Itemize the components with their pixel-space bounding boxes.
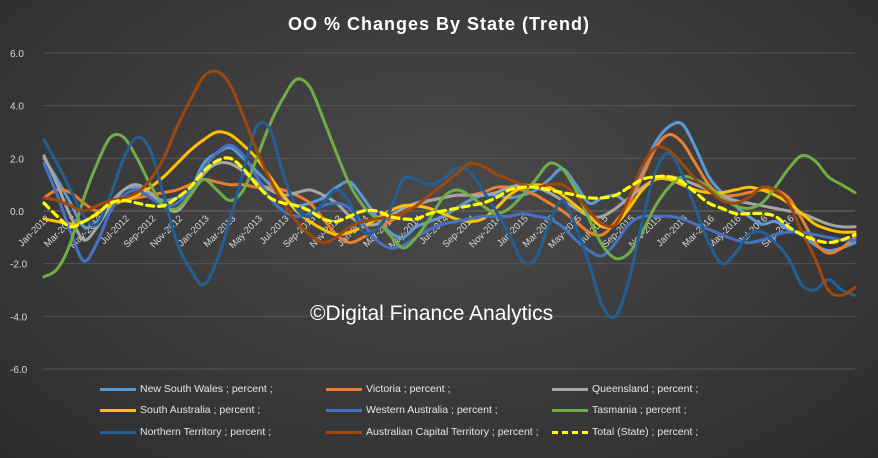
legend-item: Queensland ; percent ; [552,382,698,396]
legend-item: Victoria ; percent ; [326,382,450,396]
legend-label: Northern Territory ; percent ; [140,426,272,438]
legend-swatch [552,430,588,434]
legend-swatch [326,430,362,434]
series-line-queensland [42,154,857,242]
legend-swatch [326,408,362,412]
y-tick-label: 4.0 [10,102,24,113]
legend-item: Tasmania ; percent ; [552,403,687,417]
y-tick-label: -2.0 [10,260,28,271]
legend-label: Australian Capital Territory ; percent ; [366,426,539,438]
legend-item: New South Wales ; percent ; [100,382,273,396]
y-tick-label: 0.0 [10,207,24,218]
legend-label: Western Australia ; percent ; [366,404,498,416]
legend-item: Northern Territory ; percent ; [100,425,271,439]
watermark: ©Digital Finance Analytics [310,302,554,325]
legend-label: Total (State) ; percent ; [592,426,699,438]
legend-label: New South Wales ; percent ; [140,383,273,395]
series-line-south-australia [42,130,857,237]
legend-item: Australian Capital Territory ; percent ; [326,425,539,439]
series-line-northern-territory [42,120,857,320]
series-line-tasmania [42,77,857,279]
legend-swatch [100,408,136,412]
legend-label: Tasmania ; percent ; [592,404,687,416]
legend-swatch [100,430,136,434]
legend-swatch [552,408,588,412]
series-line-total-state- [42,156,857,245]
series-line-australian-capital-territory [42,69,857,297]
y-tick-label: 6.0 [10,49,24,60]
series-lines [42,69,857,320]
y-tick-label: -4.0 [10,312,28,323]
y-tick-label: 2.0 [10,154,24,165]
legend-item: Total (State) ; percent ; [552,425,698,439]
chart-title: OO % Changes By State (Trend) [287,14,591,34]
legend-swatch [100,387,136,391]
legend-label: Victoria ; percent ; [366,383,451,395]
series-line-western-australia [42,143,857,263]
legend-swatch [326,387,362,391]
legend-swatch [552,387,588,391]
legend-item: Western Australia ; percent ; [326,403,498,417]
legend-label: South Australia ; percent ; [140,404,261,416]
legend-label: Queensland ; percent ; [592,383,699,395]
y-tick-label: -6.0 [10,365,28,376]
legend-item: South Australia ; percent ; [100,403,260,417]
y-axis: 6.0 4.0 2.0 0.0 -2.0 -4.0 -6.0 [10,49,28,376]
